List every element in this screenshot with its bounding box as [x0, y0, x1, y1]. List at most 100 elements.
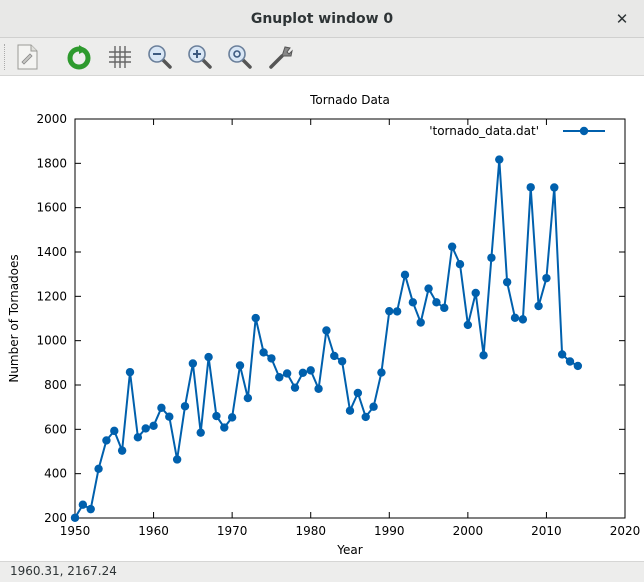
data-point [117, 446, 127, 455]
data-point [235, 361, 245, 370]
data-point [518, 315, 528, 324]
x-tick-label: 2010 [531, 524, 562, 538]
data-point [369, 402, 378, 411]
legend-label: 'tornado_data.dat' [429, 124, 539, 138]
zoom-in-icon[interactable] [185, 42, 215, 72]
data-point [471, 288, 480, 298]
x-tick-label: 2000 [453, 524, 484, 538]
x-axis-label: Year [336, 543, 362, 557]
data-point [377, 368, 386, 377]
data-point [322, 326, 331, 335]
data-point [495, 155, 504, 164]
data-point [267, 354, 276, 363]
data-point [573, 361, 583, 371]
close-icon[interactable]: ✕ [615, 10, 629, 28]
data-point [133, 433, 143, 442]
data-point [337, 357, 347, 366]
data-point [165, 412, 174, 421]
data-point [70, 513, 80, 522]
data-point [330, 351, 339, 361]
y-tick-label: 1000 [36, 334, 67, 348]
data-point [565, 357, 575, 366]
data-point [479, 351, 488, 360]
zoom-reset-icon[interactable] [225, 42, 255, 72]
export-icon[interactable] [12, 42, 42, 72]
status-bar: 1960.31, 2167.24 [0, 561, 644, 582]
data-point [306, 366, 315, 375]
data-point [424, 284, 433, 293]
data-point [282, 369, 292, 378]
data-point [243, 393, 253, 403]
data-point [314, 384, 323, 393]
data-point [526, 183, 535, 192]
data-point [361, 412, 370, 422]
data-point [157, 403, 166, 413]
series-line [74, 158, 579, 519]
data-point [196, 428, 205, 437]
data-point [188, 359, 198, 368]
x-tick-label: 2020 [610, 524, 641, 538]
plot-border [74, 118, 626, 519]
settings-icon[interactable] [265, 42, 295, 72]
window-title: Gnuplot window 0 [250, 11, 394, 27]
data-point [102, 436, 111, 445]
data-point [141, 424, 150, 433]
data-point [455, 259, 465, 269]
data-point [447, 242, 457, 251]
data-point [125, 367, 135, 377]
data-point [432, 298, 441, 307]
data-point [172, 455, 182, 464]
toolbar [0, 38, 644, 76]
plot-area[interactable]: Tornado Data 1950 1960 1970 1980 1990 2000 2010… [0, 76, 644, 561]
data-point [550, 183, 559, 192]
data-point [275, 373, 284, 382]
data-point [440, 303, 449, 313]
legend-marker [579, 126, 589, 136]
data-point [408, 298, 418, 307]
chart-title: Tornado Data [309, 93, 390, 107]
x-tick-label: 1990 [374, 524, 405, 538]
data-point [534, 301, 543, 311]
data-point [385, 306, 394, 316]
chart[interactable]: Tornado Data 1950 1960 1970 1980 1990 2000 2010… [0, 76, 644, 561]
data-point [212, 411, 221, 421]
data-point [400, 270, 410, 280]
data-point [345, 406, 355, 415]
data-point [180, 402, 190, 411]
replot-icon[interactable] [64, 42, 94, 72]
x-tick-label: 1970 [217, 524, 248, 538]
y-tick-label: 1200 [36, 289, 67, 303]
y-tick-label: 1600 [36, 201, 67, 215]
data-point [290, 383, 300, 392]
data-point [149, 421, 158, 430]
y-tick-label: 800 [44, 378, 67, 392]
data-point [227, 413, 237, 422]
data-point [510, 313, 520, 323]
data-point [110, 426, 119, 436]
y-tick-label: 2000 [36, 112, 67, 126]
y-tick-label: 600 [44, 422, 67, 436]
zoom-out-icon[interactable] [145, 42, 175, 72]
data-point [557, 350, 567, 359]
cursor-coordinates: 1960.31, 2167.24 [10, 564, 117, 578]
x-tick-label: 1950 [60, 524, 91, 538]
data-point [463, 320, 473, 330]
data-point [220, 423, 229, 432]
x-tick-label: 1980 [295, 524, 326, 538]
data-point [251, 313, 260, 323]
data-point [78, 500, 88, 509]
grid-icon[interactable] [105, 42, 135, 72]
data-point [94, 464, 103, 473]
y-tick-label: 400 [44, 467, 67, 481]
data-point [487, 253, 496, 262]
y-tick-label: 1400 [36, 245, 67, 259]
data-point [86, 504, 95, 514]
data-point [416, 318, 425, 327]
toolbar-grip [4, 44, 8, 70]
data-point [259, 348, 268, 357]
y-axis-label: Number of Tornadoes [7, 254, 21, 382]
y-tick-label: 200 [44, 511, 67, 525]
data-point [298, 368, 308, 378]
data-point [502, 277, 512, 287]
title-bar: Gnuplot window 0 ✕ [0, 0, 644, 38]
